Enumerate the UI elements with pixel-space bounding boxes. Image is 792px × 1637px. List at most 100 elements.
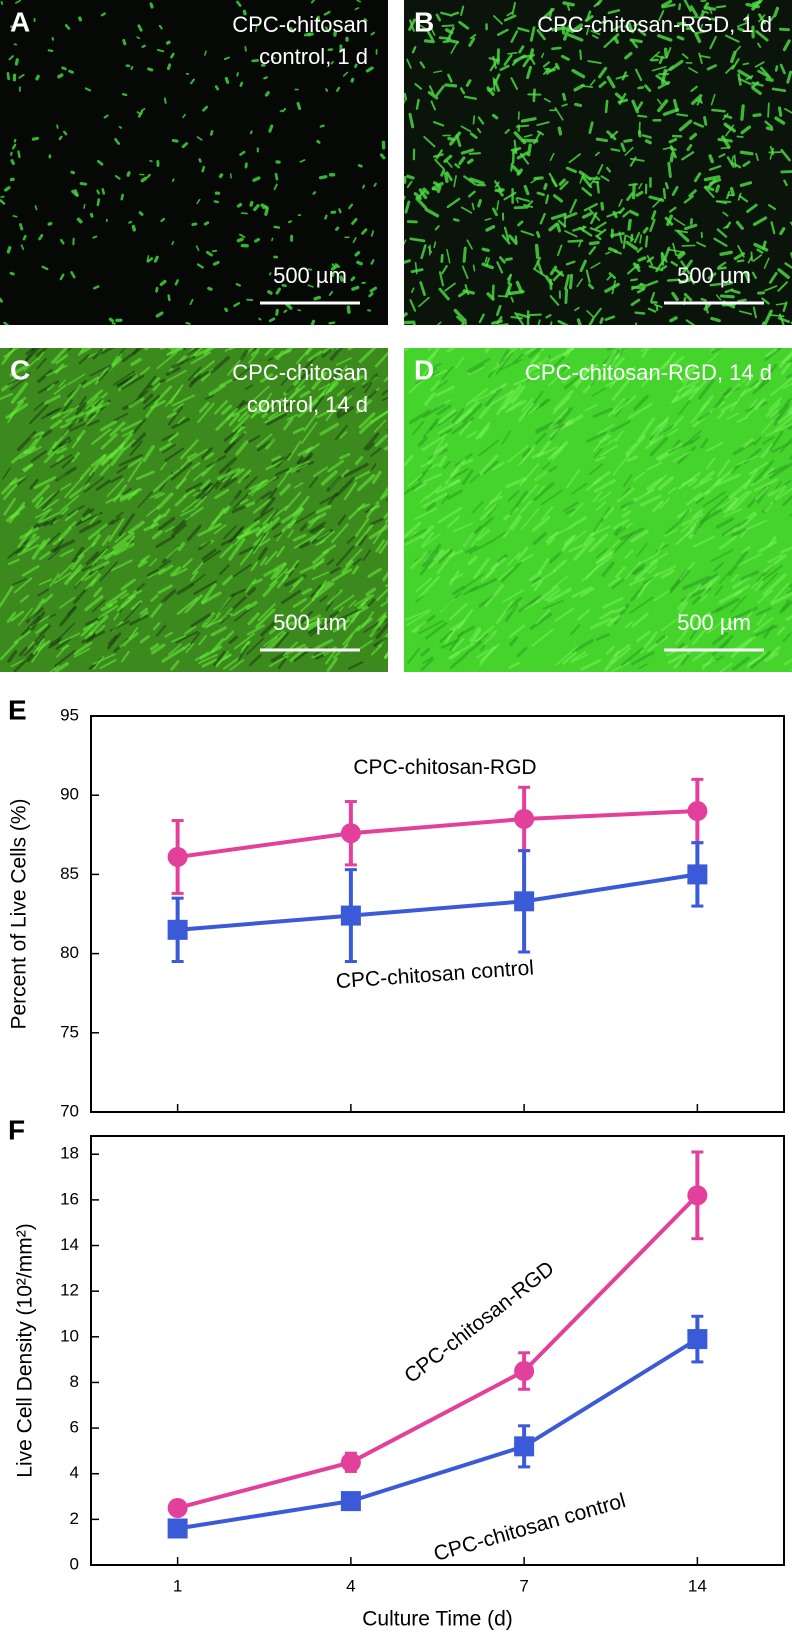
cell: [484, 387, 503, 408]
marker: [340, 823, 361, 844]
cell: [88, 614, 109, 636]
cell: [224, 348, 234, 352]
cell: [126, 457, 143, 469]
cell: [615, 566, 626, 578]
cell: [35, 623, 49, 635]
cell: [464, 640, 483, 656]
cell: [711, 631, 728, 646]
marker: [514, 1436, 535, 1457]
cell: [515, 124, 530, 128]
cell: [672, 450, 693, 462]
cell: [84, 401, 110, 415]
cell: [63, 383, 82, 407]
cell: [463, 95, 478, 100]
cell: [477, 528, 490, 542]
cell: [232, 490, 252, 510]
cell: [49, 517, 57, 526]
cell: [351, 285, 360, 291]
cell: [307, 626, 318, 635]
cell: [715, 597, 740, 613]
cell: [551, 575, 569, 589]
cell: [542, 61, 550, 68]
cell: [174, 279, 179, 286]
cell: [235, 283, 241, 287]
cell: [579, 659, 602, 671]
cell: [52, 429, 70, 450]
cell: [29, 404, 49, 425]
cell: [591, 307, 602, 321]
cell: [616, 487, 635, 503]
cell: [275, 308, 279, 316]
cell: [274, 468, 290, 477]
cell: [48, 640, 61, 649]
cell: [777, 281, 789, 292]
cell: [233, 632, 256, 650]
cell: [745, 75, 754, 81]
cell: [547, 587, 572, 603]
cell: [496, 28, 509, 37]
cell: [669, 145, 677, 159]
cell: [96, 198, 101, 207]
cell: [483, 630, 498, 645]
cell: [30, 611, 46, 631]
annotation: CPC-chitosan-RGD: [400, 1257, 559, 1388]
cell: [768, 397, 783, 411]
cell: [254, 25, 258, 33]
cell: [152, 382, 161, 392]
cell: [170, 566, 182, 577]
cell: [267, 402, 277, 414]
cell: [738, 194, 749, 203]
cell: [122, 429, 134, 437]
cell: [711, 387, 732, 413]
cell: [334, 424, 348, 441]
cell: [658, 10, 665, 21]
cell: [17, 474, 30, 486]
cell: [508, 234, 518, 245]
cell: [158, 564, 174, 576]
cell: [499, 64, 510, 71]
cell: [110, 447, 126, 466]
cell: [691, 401, 710, 424]
cell: [505, 477, 527, 489]
cell: [150, 491, 163, 499]
marker: [514, 808, 535, 829]
cell: [312, 395, 325, 412]
cell: [268, 411, 279, 420]
cell: [660, 618, 678, 632]
cell: [319, 422, 339, 436]
cell: [563, 501, 579, 513]
cell: [585, 564, 600, 580]
cell: [721, 640, 730, 649]
cell: [245, 600, 258, 611]
cell: [119, 491, 138, 502]
cell: [76, 429, 86, 441]
cell: [741, 545, 751, 554]
annotation: CPC-chitosan-RGD: [353, 756, 536, 779]
cell: [28, 431, 45, 455]
cell: [586, 310, 595, 318]
cell: [182, 113, 186, 119]
cell: [237, 644, 249, 661]
cell: [527, 404, 540, 415]
cell: [784, 262, 792, 270]
cell: [190, 570, 199, 582]
cell: [189, 298, 194, 306]
cell: [513, 131, 527, 145]
cell: [113, 542, 135, 556]
cell: [766, 402, 781, 417]
cell: [171, 394, 196, 407]
cell: [172, 402, 184, 412]
cell: [198, 540, 212, 551]
cell: [299, 541, 310, 549]
cell: [775, 302, 786, 306]
cell: [446, 197, 461, 209]
cell: [677, 601, 688, 616]
cell: [224, 307, 229, 312]
cell: [531, 515, 551, 532]
cell: [523, 204, 534, 209]
cell: [694, 30, 707, 35]
cell: [223, 56, 230, 61]
series-line: [177, 809, 698, 859]
cell: [49, 664, 60, 672]
cell: [762, 554, 787, 573]
